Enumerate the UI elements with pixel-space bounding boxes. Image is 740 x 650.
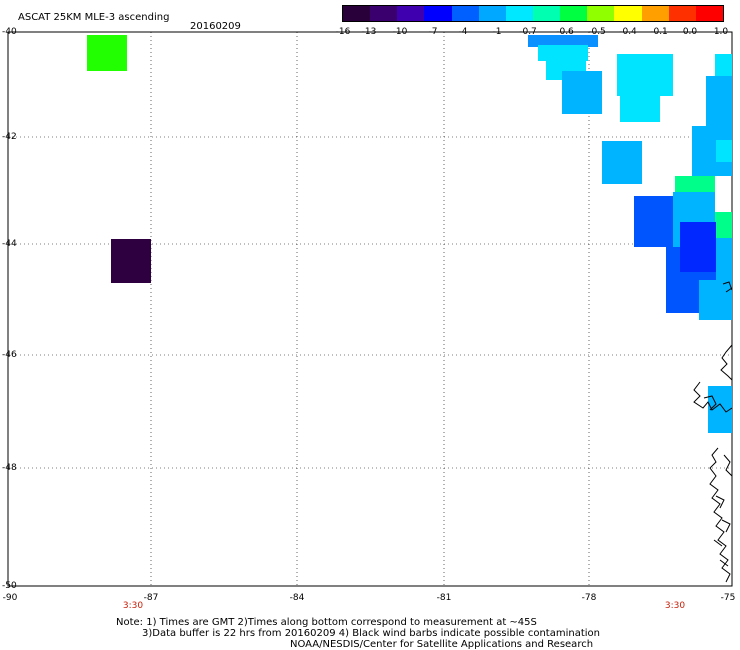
latitude-tick-label: -46	[2, 350, 17, 360]
grid-lines	[8, 32, 732, 586]
coastline-segment	[722, 281, 733, 291]
time-label-left: 3:30	[122, 601, 144, 611]
longitude-tick-label: -81	[436, 593, 452, 603]
scatterometer-cell	[715, 54, 732, 80]
footer-note-1: Note: 1) Times are GMT 2)Times along bot…	[116, 617, 537, 628]
coastline-segment	[721, 519, 731, 533]
scatterometer-cell	[620, 94, 660, 122]
colorbar-swatch	[695, 6, 723, 21]
scatterometer-cell	[538, 45, 588, 61]
coastline-segment	[693, 381, 733, 413]
colorbar-swatch	[614, 6, 642, 21]
longitude-tick-label: -90	[2, 593, 18, 603]
coastline-segment	[723, 454, 733, 477]
colorbar-swatch	[478, 6, 506, 21]
coastline-segment	[720, 344, 733, 381]
scatterometer-cell	[111, 239, 151, 283]
colorbar-swatch	[560, 6, 588, 21]
longitude-tick-label: -87	[143, 593, 159, 603]
colorbar-swatch	[668, 6, 696, 21]
scatterometer-cell	[699, 280, 716, 320]
coastline-segment	[713, 539, 723, 547]
colorbar-swatch	[587, 6, 615, 21]
scatterometer-cell	[87, 35, 127, 71]
latitude-tick-label: -40	[2, 27, 17, 37]
scatterometer-cell	[715, 212, 732, 238]
latitude-tick-label: -44	[2, 239, 17, 249]
coastline	[693, 281, 733, 583]
coastline-segment	[715, 495, 725, 509]
longitude-tick-label: -84	[289, 593, 305, 603]
scatterometer-cell	[675, 176, 715, 196]
colorbar	[342, 5, 724, 22]
coastline-segment	[709, 447, 731, 583]
latitude-tick-label: -50	[2, 581, 17, 591]
scatterometer-cell	[562, 71, 602, 114]
latitude-tick-label: -48	[2, 463, 17, 473]
latitude-tick-label: -42	[2, 132, 17, 142]
scatterometer-cell	[716, 140, 732, 162]
coastline-segment	[719, 559, 729, 567]
colorbar-swatch	[505, 6, 533, 21]
scatterometer-cell	[706, 76, 732, 126]
colorbar-swatch	[397, 6, 425, 21]
footer-credit: NOAA/NESDIS/Center for Satellite Applica…	[290, 639, 594, 650]
scatterometer-cell	[680, 222, 716, 272]
scatterometer-cell	[602, 141, 642, 184]
scatterometer-cell	[634, 196, 678, 247]
footer-note-2: 3)Data buffer is 22 hrs from 20160209 4)…	[142, 628, 600, 639]
colorbar-swatch	[370, 6, 398, 21]
time-label-right: 3:30	[664, 601, 686, 611]
colorbar-swatch	[343, 6, 371, 21]
colorbar-swatch	[532, 6, 561, 21]
coastline-segment	[703, 395, 717, 411]
scatterometer-cell	[716, 238, 732, 320]
scatterometer-cell	[617, 54, 673, 96]
scatterometer-cell	[528, 35, 598, 47]
longitude-tick-label: -78	[581, 593, 597, 603]
longitude-tick-label: -75	[720, 593, 736, 603]
colorbar-swatch	[641, 6, 669, 21]
colorbar-swatch	[451, 6, 479, 21]
product-date: 20160209	[190, 21, 241, 32]
colorbar-swatch	[424, 6, 452, 21]
data-cells	[87, 35, 732, 433]
product-title: ASCAT 25KM MLE-3 ascending	[18, 12, 170, 23]
